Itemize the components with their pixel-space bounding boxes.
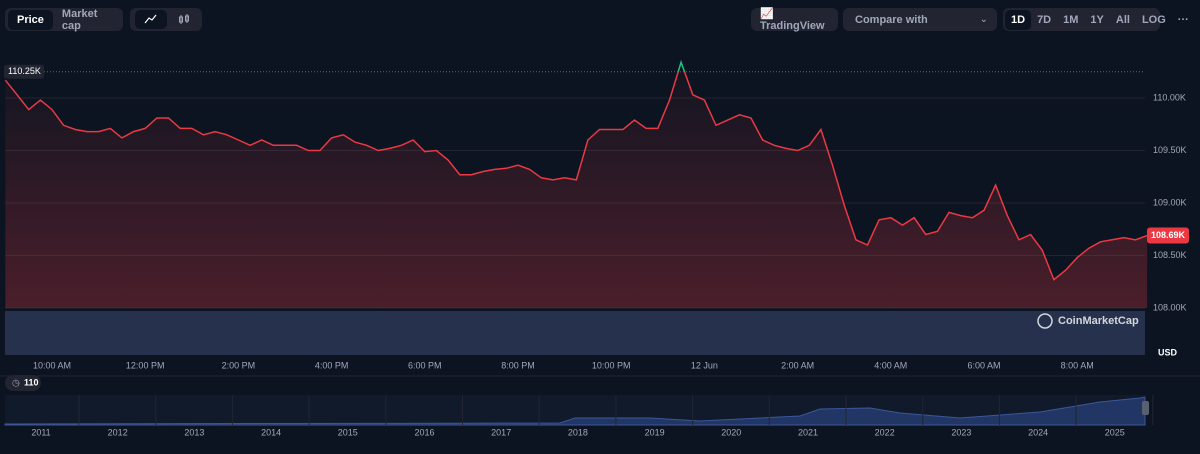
label: TradingView <box>760 20 825 32</box>
period-group: 1D 7D 1M 1Y All LOG ··· <box>1003 8 1189 31</box>
navigator-year: 2023 <box>951 427 971 437</box>
badge-icon: ◷ <box>12 377 20 387</box>
navigator-year: 2016 <box>414 427 434 437</box>
navigator-year: 2011 <box>31 427 50 437</box>
currency: USD <box>1158 347 1178 357</box>
x-tick-label: 2:00 AM <box>781 360 814 370</box>
last-price-label: 108.69K <box>1151 230 1186 240</box>
period-button[interactable]: LOG <box>1141 13 1166 26</box>
navigator-year: 2021 <box>798 427 818 437</box>
reference-label-bg <box>4 64 44 79</box>
chart-type-icons <box>135 10 189 29</box>
navigator-year: 2022 <box>875 427 895 437</box>
x-tick-label: 2:00 PM <box>222 360 256 370</box>
navigator-handle[interactable] <box>1142 401 1149 415</box>
watermark: CoinMarketCap <box>1058 315 1139 327</box>
navigator-year: 2025 <box>1105 427 1125 437</box>
tab[interactable]: Price <box>8 9 53 30</box>
select-label: Compare with <box>855 13 928 26</box>
price-line <box>4 71 1148 281</box>
period-button[interactable]: 1M <box>1063 13 1079 26</box>
x-tick-label: 4:00 PM <box>315 360 349 370</box>
y-tick-label: 108.00K <box>1153 302 1187 312</box>
button-label: 📈 TradingView <box>760 8 825 32</box>
navigator-year: 2014 <box>261 427 281 437</box>
period-button[interactable]: 7D <box>1037 13 1052 26</box>
x-tick-label: 6:00 PM <box>408 360 442 370</box>
line-icon <box>144 14 157 24</box>
x-tick-label: 8:00 PM <box>501 360 535 370</box>
navigator-year: 2018 <box>568 427 588 437</box>
volume-band <box>5 311 1145 355</box>
last-price-bg <box>1147 227 1189 244</box>
x-tick-label: 8:00 AM <box>1061 360 1094 370</box>
candle-icon[interactable] <box>179 14 189 24</box>
reference-label: 110.25K <box>8 66 41 76</box>
x-tick-label: 12 Jun <box>691 360 718 370</box>
badge <box>5 375 41 391</box>
navigator-year: 2012 <box>108 427 128 437</box>
compare-select[interactable]: Compare with ⌄ <box>843 8 997 31</box>
navigator-year: 2020 <box>721 427 741 437</box>
tab[interactable]: Market cap <box>61 7 98 32</box>
y-tick-label: 108.50K <box>1153 250 1187 260</box>
chevron: ⌄ <box>979 14 988 25</box>
tab-group: Price Market cap <box>5 8 123 32</box>
area-fill <box>5 71 1148 308</box>
period-button[interactable]: 1D <box>1005 9 1032 30</box>
period-button[interactable]: ··· <box>1177 13 1189 26</box>
navigator-year: 2013 <box>184 427 204 437</box>
navigator-year: 2017 <box>491 427 511 437</box>
period-button[interactable]: 1Y <box>1090 13 1104 26</box>
badge-text: 110 <box>24 377 39 387</box>
y-tick-label: 109.50K <box>1153 145 1187 155</box>
navigator-year: 2019 <box>645 427 665 437</box>
watermark-logo <box>1037 313 1053 329</box>
navigator-year: 2015 <box>338 427 358 437</box>
navigator-year: 2024 <box>1028 427 1048 437</box>
x-tick-label: 6:00 AM <box>967 360 1000 370</box>
x-tick-label: 12:00 PM <box>126 360 165 370</box>
x-tick-label: 10:00 AM <box>33 360 71 370</box>
y-tick-label: 109.00K <box>1153 197 1187 207</box>
period-button[interactable]: All <box>1115 13 1130 26</box>
x-tick-label: 10:00 PM <box>592 360 631 370</box>
chart-type-group <box>130 8 202 31</box>
x-tick-label: 4:00 AM <box>874 360 907 370</box>
tradingview-button[interactable]: 📈 TradingView <box>751 8 838 32</box>
y-tick-label: 110.00K <box>1153 92 1186 102</box>
